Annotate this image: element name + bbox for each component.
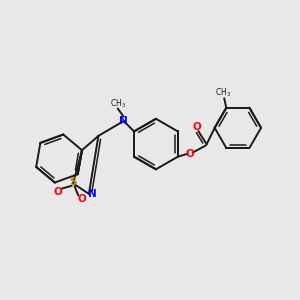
Text: O: O bbox=[186, 149, 195, 159]
Text: O: O bbox=[193, 122, 202, 132]
Text: O: O bbox=[77, 194, 86, 205]
Text: CH$_3$: CH$_3$ bbox=[110, 97, 126, 110]
Text: S: S bbox=[69, 177, 77, 187]
Text: CH$_3$: CH$_3$ bbox=[215, 86, 231, 99]
Text: O: O bbox=[54, 187, 62, 197]
Text: N: N bbox=[119, 116, 128, 126]
Text: N: N bbox=[88, 189, 97, 199]
